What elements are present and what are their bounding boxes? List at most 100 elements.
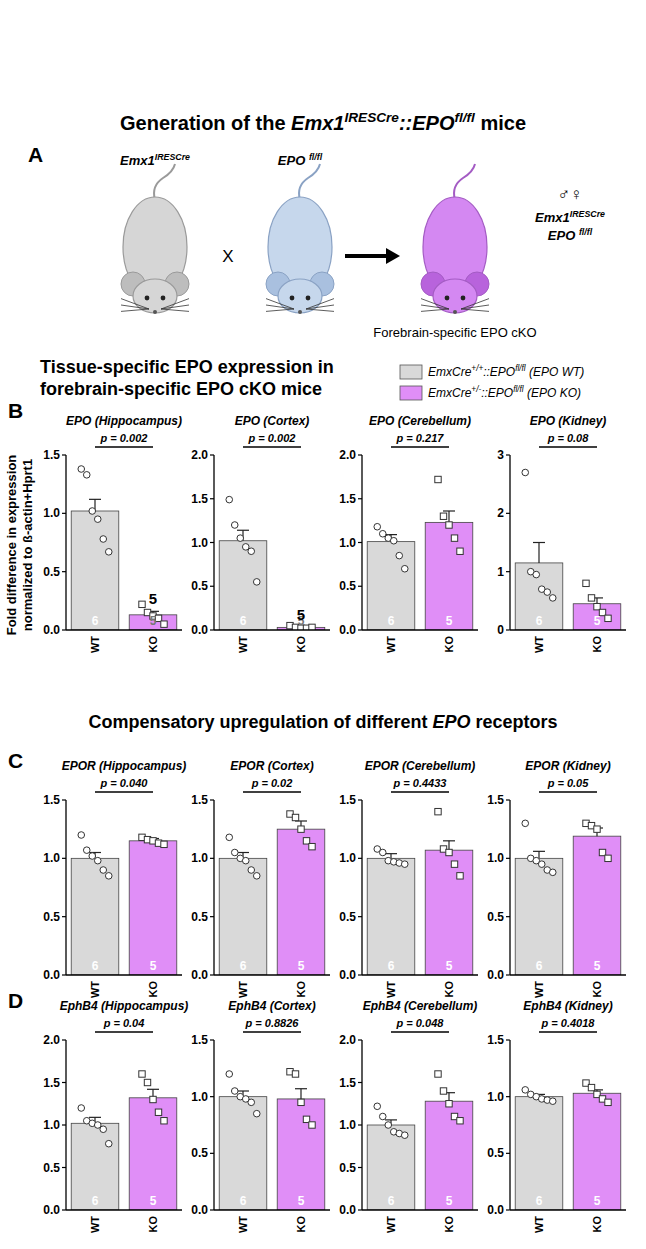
error-bar-stem (390, 854, 391, 859)
n-label: 6 (240, 959, 247, 973)
y-tick-label: 1.0 (487, 851, 504, 865)
y-axis-line (65, 800, 66, 975)
bar (367, 1125, 415, 1210)
x-axis-line (510, 1209, 626, 1210)
data-point (374, 523, 381, 530)
error-bar-cap (295, 1088, 307, 1089)
plot-area (515, 1080, 621, 1210)
y-tick (62, 571, 66, 572)
data-point (522, 1087, 529, 1094)
y-tick (62, 513, 66, 514)
data-point (253, 579, 260, 586)
text-segment: mice (475, 112, 526, 134)
data-point (292, 814, 298, 820)
data-point (139, 1071, 145, 1077)
mouse-whisker (421, 309, 449, 311)
data-point (588, 595, 594, 601)
significance-bracket (391, 791, 449, 792)
bar (425, 1101, 473, 1210)
x-tick-label: KO (591, 1216, 603, 1233)
y-axis-title: Fold difference in expression (4, 455, 19, 636)
y-axis-line (213, 1040, 214, 1210)
x-axis-line (214, 1209, 330, 1210)
x-tick-label: WT (89, 981, 101, 998)
mouse-whisker (161, 299, 189, 309)
legend-label: EmxCre+/-::EPOfl/fl (EPO KO) (428, 385, 581, 400)
y-tick-label: 0.0 (487, 1203, 504, 1217)
y-axis-line (65, 455, 66, 630)
y-tick (358, 629, 362, 630)
mouse-eye (461, 296, 466, 301)
x-tick-label: WT (237, 981, 249, 998)
y-tick-label: 1.0 (339, 536, 356, 550)
chart-title: EPOR (Cerebellum) (365, 759, 476, 773)
p-value-label: p = 0.002 (100, 432, 148, 444)
y-tick-label: 1.0 (191, 1090, 208, 1104)
p-value-label: p = 0.4433 (393, 777, 447, 789)
data-point (292, 1071, 298, 1077)
data-point (161, 621, 167, 627)
p-value-label: p = 0.040 (100, 777, 149, 789)
y-tick (358, 1039, 362, 1040)
mouse-whisker (266, 299, 294, 309)
data-point (237, 535, 244, 542)
data-point (379, 530, 386, 537)
plot-area (71, 466, 177, 630)
figure-title: Generation of the Emx1IRESCre::EPOfl/fl … (120, 110, 526, 134)
text-segment: Emx1 (291, 112, 344, 134)
y-tick (62, 974, 66, 975)
y-tick (358, 1124, 362, 1125)
mouse-whisker (461, 305, 489, 309)
data-point (605, 1099, 611, 1105)
data-point (396, 552, 403, 559)
data-point (253, 873, 260, 880)
y-tick (62, 916, 66, 917)
n-label: 6 (92, 1194, 99, 1208)
y-tick-label: 2.0 (191, 448, 208, 462)
panel-letter: B (8, 399, 23, 422)
data-point (435, 476, 441, 482)
error-bar-cap (237, 530, 249, 531)
y-tick-label: 2.0 (43, 1033, 60, 1047)
y-tick (62, 454, 66, 455)
error-bar-cap (533, 542, 545, 543)
text-segment: IRESCre (155, 152, 190, 162)
n-label: 5 (150, 614, 157, 628)
y-tick-label: 1.0 (191, 851, 208, 865)
x-tick-label: KO (591, 981, 603, 998)
bar (515, 858, 563, 975)
x-axis-line (214, 974, 330, 975)
data-point (549, 869, 556, 876)
data-point (89, 853, 96, 860)
data-point (226, 496, 233, 503)
bar-top-label: 5 (297, 606, 305, 623)
x-axis-line (214, 629, 330, 630)
y-tick-label: 0.0 (191, 623, 208, 637)
y-tick (210, 1096, 214, 1097)
x-axis-line (66, 974, 182, 975)
y-tick-label: 0.0 (191, 968, 208, 982)
y-tick-label: 0.0 (339, 623, 356, 637)
mouse-whisker (461, 309, 489, 311)
mouse-whisker (306, 309, 334, 311)
data-point (605, 855, 611, 861)
text-segment: fl/fl (454, 110, 476, 125)
plot-area (367, 476, 473, 630)
y-tick (210, 1153, 214, 1154)
data-point (248, 548, 255, 555)
y-tick (358, 1082, 362, 1083)
y-tick (62, 1167, 66, 1168)
x-tick-label: WT (385, 981, 397, 998)
data-point (83, 847, 90, 854)
significance-bracket (95, 446, 153, 447)
legend-label: EmxCre+/+::EPOfl/fl (EPO WT) (428, 364, 584, 379)
bar (515, 563, 563, 630)
y-tick (358, 454, 362, 455)
y-tick-label: 0.5 (487, 1146, 504, 1160)
y-tick-label: 1.0 (43, 851, 60, 865)
x-tick-label: KO (443, 1216, 455, 1233)
plot-area (219, 496, 325, 630)
x-tick-label: WT (89, 636, 101, 653)
text-segment: IRESCre (344, 110, 399, 125)
mouse-illustration (421, 164, 489, 314)
